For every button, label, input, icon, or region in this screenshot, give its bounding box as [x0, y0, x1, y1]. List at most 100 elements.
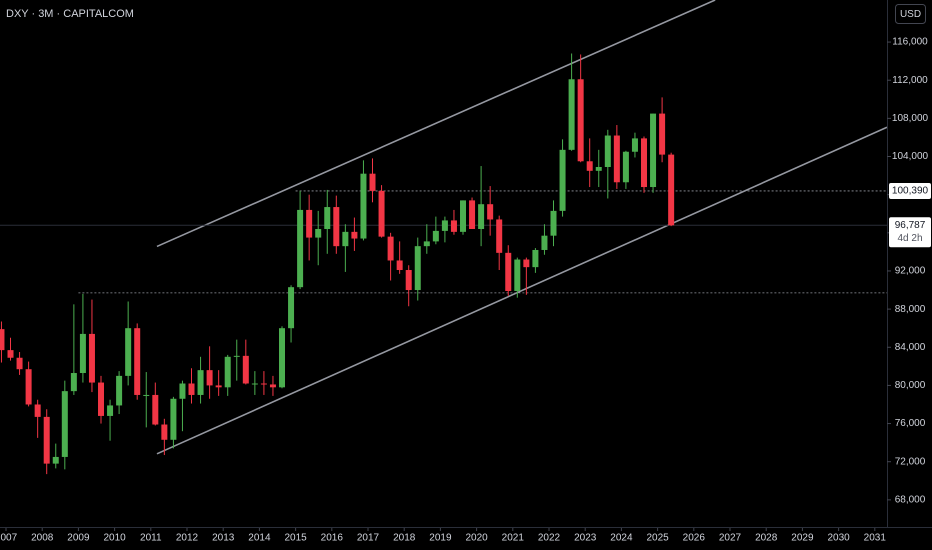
- candle-body: [523, 259, 530, 268]
- candle-body: [179, 383, 186, 399]
- candle-body: [197, 370, 204, 395]
- chart-title: DXY · 3M · CAPITALCOM: [6, 8, 134, 20]
- candle-body: [414, 246, 421, 291]
- candle-body: [450, 220, 457, 232]
- currency-button[interactable]: [895, 4, 926, 24]
- candle-body: [369, 173, 376, 191]
- candle-body: [568, 79, 575, 150]
- candle-body: [668, 154, 675, 226]
- candle-body: [613, 135, 620, 183]
- x-tick-label: 2025: [646, 533, 669, 544]
- candle-body: [387, 236, 394, 261]
- x-tick-label: 2014: [248, 533, 271, 544]
- candle-body: [514, 259, 521, 291]
- x-tick-label: 2010: [103, 533, 126, 544]
- candle-body: [34, 404, 41, 417]
- plot-area: [0, 0, 887, 475]
- x-tick-label: 2009: [67, 533, 90, 544]
- channel-line: [156, 0, 716, 248]
- x-tick-label: 2013: [212, 533, 235, 544]
- y-tick-label: 92,000: [895, 266, 926, 277]
- candle-body: [469, 200, 476, 229]
- candle-body: [396, 260, 403, 271]
- candle-body: [496, 219, 503, 253]
- candle-body: [161, 424, 168, 440]
- candle-body: [16, 357, 23, 370]
- x-tick-label: 2031: [864, 533, 887, 544]
- candle-body: [260, 383, 267, 385]
- candle-body: [460, 200, 467, 232]
- candle-body: [478, 204, 485, 229]
- candle-body: [342, 231, 349, 247]
- x-tick-label: 2011: [140, 533, 162, 544]
- candle-body: [116, 375, 123, 406]
- candle-body: [306, 209, 313, 238]
- candle-body: [43, 416, 50, 464]
- y-tick-label: 68,000: [895, 495, 926, 506]
- x-tick-label: 2023: [574, 533, 597, 544]
- candle-body: [432, 230, 439, 242]
- x-tick-label: 2030: [827, 533, 850, 544]
- candle-body: [152, 394, 159, 425]
- candle-body: [604, 135, 611, 168]
- candle-body: [206, 370, 213, 386]
- last-price-box: [889, 217, 931, 248]
- candle-body: [107, 405, 114, 416]
- y-tick-label: 112,000: [892, 75, 928, 86]
- candle-body: [650, 113, 657, 188]
- y-tick-label: 104,000: [892, 151, 929, 162]
- x-tick-label: 2008: [31, 533, 54, 544]
- candle-body: [441, 220, 448, 231]
- currency-label[interactable]: USD: [900, 9, 921, 20]
- x-tick-label: 2029: [791, 533, 814, 544]
- candle-body: [88, 333, 95, 383]
- candle-body: [423, 241, 430, 247]
- y-tick-label: 76,000: [895, 418, 926, 429]
- x-tick-label: 2024: [610, 533, 633, 544]
- x-tick-label: 2017: [357, 533, 380, 544]
- candle-body: [315, 228, 322, 238]
- x-tick-label: 2026: [683, 533, 706, 544]
- candle-body: [641, 138, 648, 188]
- candle-body: [242, 355, 249, 384]
- candle-body: [251, 383, 258, 385]
- candle-body: [25, 369, 32, 405]
- candle-body: [134, 328, 141, 395]
- candle-body: [351, 231, 358, 239]
- channel-line: [156, 126, 887, 455]
- candle-body: [378, 190, 385, 237]
- candle-body: [487, 204, 494, 220]
- candle-body: [79, 333, 86, 374]
- candle-body: [405, 270, 412, 291]
- y-tick-label: 108,000: [892, 113, 929, 124]
- candle-body: [297, 209, 304, 288]
- candle-body: [188, 383, 195, 395]
- candle-body: [360, 173, 367, 239]
- candle-body: [333, 207, 340, 247]
- y-tick-label: 72,000: [895, 456, 926, 467]
- x-tick-label: 2007: [0, 533, 18, 544]
- candle-body: [559, 149, 566, 211]
- candle-body: [143, 394, 150, 396]
- candle-body: [288, 287, 295, 329]
- last-price-label: 96,787: [895, 220, 926, 231]
- x-tick-label: 2015: [284, 533, 307, 544]
- candle-body: [52, 456, 59, 464]
- candle-body: [70, 373, 77, 392]
- x-tick-label: 2028: [755, 533, 778, 544]
- x-tick-label: 2020: [465, 533, 488, 544]
- candle-body: [532, 249, 539, 268]
- level-label: 100,390: [892, 186, 929, 197]
- candle-body: [224, 356, 231, 388]
- y-tick-label: 84,000: [895, 342, 926, 353]
- candle-body: [0, 329, 5, 351]
- candle-body: [170, 398, 177, 440]
- candle-body: [215, 385, 222, 388]
- candle-body: [586, 161, 593, 171]
- candle-body: [577, 79, 584, 162]
- countdown-label: 4d 2h: [897, 233, 922, 244]
- candle-body: [505, 252, 512, 291]
